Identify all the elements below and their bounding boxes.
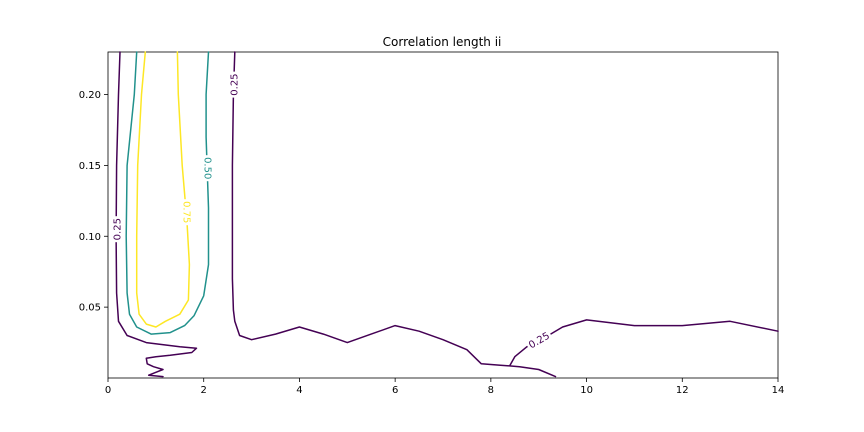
contour-label: 0.75 — [180, 201, 191, 223]
x-tick-label: 4 — [296, 385, 302, 396]
y-tick-label: 0.05 — [79, 303, 101, 314]
contour-label: 0.50 — [202, 157, 213, 179]
y-tick-label: 0.20 — [79, 90, 101, 101]
x-axis: 0 2 4 6 8 10 12 14 — [105, 378, 785, 396]
x-tick-label: 8 — [488, 385, 494, 396]
contour-label: 0.25 — [113, 218, 124, 240]
contour-label-group: 0.25 — [226, 71, 241, 98]
x-tick-label: 2 — [201, 385, 207, 396]
contour-label-gap — [201, 155, 216, 182]
contour-line-050-1 — [125, 51, 210, 335]
x-tick-label: 14 — [772, 385, 785, 396]
contour-lines — [115, 51, 779, 378]
chart-title: Correlation length ii — [383, 35, 502, 49]
contour-label-group: 0.50 — [201, 155, 216, 182]
contour-label-gap — [523, 327, 554, 353]
contour-label-gap — [109, 216, 124, 243]
y-axis: 0.05 0.10 0.15 0.20 — [79, 90, 108, 314]
contour-line-075-1 — [135, 51, 191, 328]
contour-label-group: 0.75 — [180, 199, 195, 226]
contour-label-group: 0.25 — [109, 216, 124, 243]
contour-label-gap — [180, 199, 195, 226]
x-tick-label: 10 — [580, 385, 593, 396]
plot-area: 0.250.250.250.500.75 — [107, 51, 779, 379]
x-tick-label: 12 — [676, 385, 689, 396]
y-tick-label: 0.15 — [79, 161, 101, 172]
contour-line-025-2 — [231, 51, 557, 378]
y-tick-label: 0.10 — [79, 232, 101, 243]
contour-line-025-1 — [115, 51, 198, 378]
x-tick-label: 6 — [392, 385, 398, 396]
axes-frame — [107, 51, 779, 379]
x-tick-label: 0 — [105, 385, 111, 396]
contour-label: 0.25 — [229, 73, 240, 95]
contour-label-gap — [226, 71, 241, 98]
contour-line-025-3 — [509, 319, 779, 366]
